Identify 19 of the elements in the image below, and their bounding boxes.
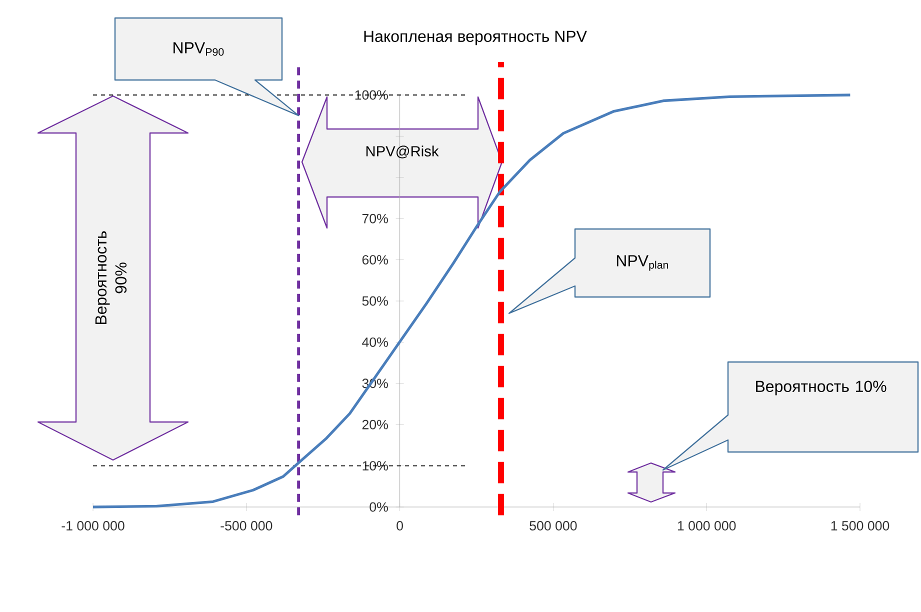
x-tick-label: 1 000 000	[678, 521, 736, 530]
y-tick-label: 40%	[362, 337, 388, 347]
annotation: NPV$_{plan}$	[616, 255, 668, 271]
x-tick-label: -1 000 000	[62, 521, 124, 530]
chart-title: Накопленая вероятность NPV	[364, 30, 587, 46]
x-tick-label: -500 000	[220, 521, 272, 530]
y-tick-label: 70%	[362, 214, 388, 224]
x-tick-label: 0	[396, 521, 403, 530]
text: NPV$_{P90}$	[174, 42, 224, 56]
x-tick-label: 500 000	[530, 521, 577, 530]
y-tick-label: 0%	[370, 502, 388, 512]
annotation: Вероятность 90%	[95, 231, 127, 324]
annotation: NPV@Risk	[366, 146, 439, 158]
annotation: Вероятность 10%	[756, 380, 886, 396]
x-tick-label: 1 500 000	[831, 521, 890, 530]
y-tick-label: 60%	[362, 255, 388, 265]
y-tick-label: 20%	[362, 420, 388, 430]
y-tick-label: 50%	[362, 296, 388, 306]
y-tick-label: 10%	[362, 461, 388, 471]
